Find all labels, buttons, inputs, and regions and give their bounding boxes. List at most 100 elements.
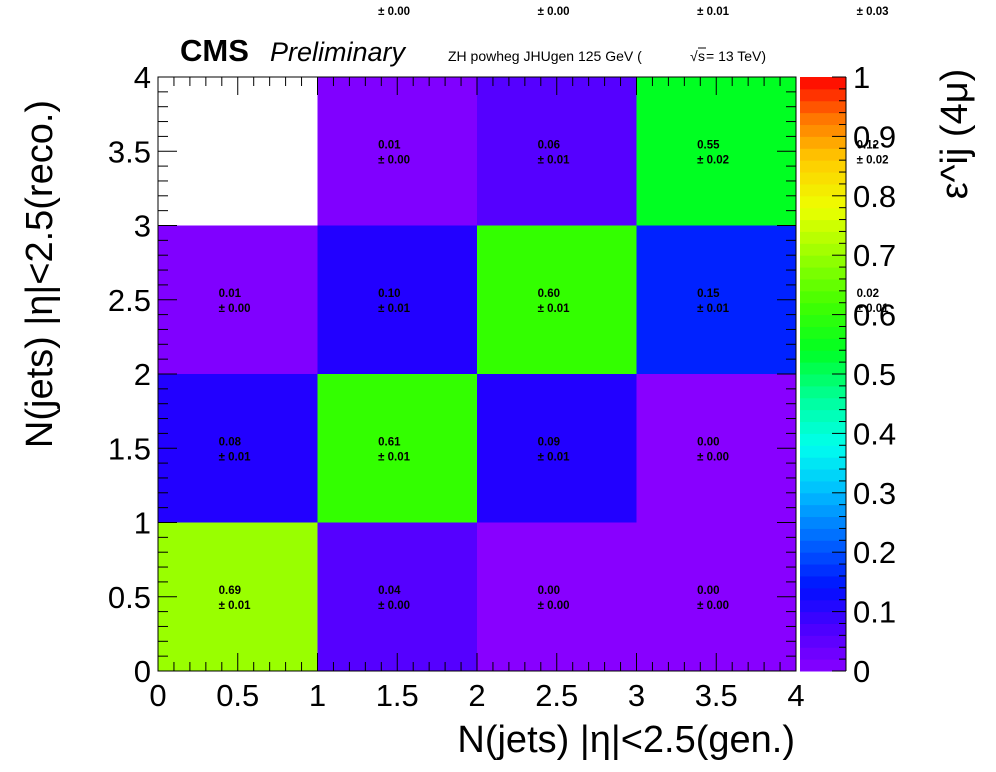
sqrt-s-label: s (698, 48, 705, 64)
heatmap-cell-0-1 (158, 374, 318, 523)
color-scale-segment (800, 635, 846, 648)
cell-value-label-0-1: 0.08 (219, 436, 242, 448)
x-axis-ticks: 0 0.5 1 1.5 2 2.5 3 3.5 4 (149, 77, 805, 713)
color-scale-segment (800, 504, 846, 518)
y-tick-label: 0.5 (108, 580, 151, 615)
color-scale-segment (800, 267, 846, 280)
cell-error-label-3-3: ± 0.02 (697, 154, 729, 166)
z-tick-label: 0.5 (853, 357, 896, 392)
y-axis-ticks: 0 0.5 1 1.5 2 2.5 3 3.5 4 (108, 60, 796, 689)
cell-value-label-4-3: 0.12 (857, 139, 879, 151)
color-scale-segment (800, 77, 846, 90)
heatmap-cell-0-0 (158, 522, 318, 671)
x-tick-label: 3 (628, 678, 645, 713)
y-axis-label: N(jets) |η|<2.5(reco.) (19, 100, 61, 448)
color-scale-segment (800, 350, 846, 363)
cell-value-label-1-2: 0.10 (378, 288, 400, 300)
cell-error-label-1-0: ± 0.00 (378, 600, 410, 612)
preliminary-label: Preliminary (270, 37, 407, 67)
cell-value-label-2-1: 0.09 (538, 436, 560, 448)
y-tick-label: 2 (134, 357, 151, 392)
color-scale-segment (800, 587, 846, 601)
cell-value-label-1-0: 0.04 (378, 585, 401, 597)
color-scale-segment (800, 160, 846, 173)
cell-error-label-1-4: ± 0.00 (378, 6, 410, 18)
z-tick-label: 0.4 (853, 416, 896, 451)
color-scale-segment (800, 290, 846, 304)
color-scale-segment (800, 88, 846, 102)
y-tick-label: 3.5 (108, 134, 151, 169)
z-tick-label: 0.3 (853, 476, 896, 511)
color-scale-segment (800, 255, 846, 268)
radical-symbol: √ (690, 48, 698, 64)
color-scale-segment (800, 540, 846, 553)
process-label: ZH powheg JHUgen 125 GeV ( (448, 48, 642, 64)
color-scale-segment (800, 172, 846, 185)
cell-labels: 0.69 ± 0.01 0.04 ± 0.00 0.00 ± 0.00 0.00 ± 0.00… (219, 0, 889, 612)
z-tick-label: 0.6 (853, 298, 896, 333)
cell-value-label-3-3: 0.55 (697, 139, 720, 151)
color-scale-segment (800, 480, 846, 494)
heatmap-cell-2-0 (477, 522, 637, 671)
heatmap-cell-1-1 (317, 374, 477, 523)
heatmap-cell-2-2 (477, 225, 637, 374)
color-scale-segment (800, 374, 846, 387)
x-tick-label: 1 (309, 678, 326, 713)
color-scale-segment (800, 516, 846, 529)
x-tick-label: 0.5 (216, 678, 259, 713)
color-scale-segment (800, 243, 846, 256)
color-scale-segment (800, 575, 846, 589)
y-tick-label: 1 (134, 506, 151, 541)
cell-error-label-2-3: ± 0.01 (538, 154, 570, 166)
color-scale-segment (800, 421, 846, 434)
cell-error-label-3-1: ± 0.00 (697, 451, 729, 463)
z-axis-label: ε^ij (4μ) (934, 69, 976, 200)
heatmap-cell-3-1 (636, 374, 796, 523)
y-tick-label: 0 (134, 654, 151, 689)
cell-error-label-4-4: ± 0.03 (857, 6, 889, 18)
cell-error-label-0-1: ± 0.01 (219, 451, 251, 463)
cell-value-label-4-2: 0.02 (857, 288, 879, 300)
cell-value-label-0-2: 0.01 (219, 288, 242, 300)
x-tick-label: 4 (787, 678, 804, 713)
cell-value-label-2-2: 0.60 (538, 288, 560, 300)
heatmap-cell-0-2 (158, 225, 318, 374)
cell-error-label-1-3: ± 0.00 (378, 154, 410, 166)
color-scale-segment (800, 195, 846, 209)
cell-value-label-2-4: 0.00 (538, 0, 560, 3)
heatmap-cell-1-2 (317, 225, 477, 374)
cell-value-label-2-3: 0.06 (538, 139, 560, 151)
color-scale-segment (800, 552, 846, 565)
color-scale-segment (800, 385, 846, 399)
cell-value-label-3-4: 0.06 (697, 0, 719, 3)
heatmap-cell-3-3 (636, 77, 796, 226)
energy-label: = 13 TeV) (706, 48, 766, 64)
cell-value-label-4-4: 0.63 (857, 0, 879, 3)
color-scale-segment (800, 445, 846, 458)
x-tick-label: 1.5 (376, 678, 419, 713)
cell-value-label-3-1: 0.00 (697, 436, 719, 448)
color-scale-segment (800, 278, 846, 292)
x-tick-label: 0 (149, 678, 166, 713)
z-tick-label: 0 (853, 654, 870, 689)
cell-error-label-2-4: ± 0.00 (538, 6, 570, 18)
cell-error-label-2-1: ± 0.01 (538, 451, 570, 463)
heatmap-cell-3-2 (636, 225, 796, 374)
color-scale-segment (800, 397, 846, 411)
z-tick-label: 1 (853, 60, 870, 95)
color-scale-bar: 0 0.1 0.2 0.3 0.4 0.5 0.6 0.7 0.8 0.9 1 (800, 60, 896, 689)
color-scale-segment (800, 326, 846, 339)
cell-error-label-3-0: ± 0.00 (697, 600, 729, 612)
color-scale-segment (800, 112, 846, 126)
color-scale-segment (800, 338, 846, 351)
heatmap-cell-3-0 (636, 522, 796, 671)
color-scale-segment (800, 469, 846, 482)
color-scale-segment (800, 183, 846, 197)
cell-value-label-2-0: 0.00 (538, 585, 560, 597)
cell-error-label-2-2: ± 0.01 (538, 303, 570, 315)
y-tick-label: 2.5 (108, 283, 151, 318)
cell-error-label-0-0: ± 0.01 (219, 600, 251, 612)
color-scale-segment (800, 362, 846, 375)
color-scale-segment (800, 409, 846, 423)
